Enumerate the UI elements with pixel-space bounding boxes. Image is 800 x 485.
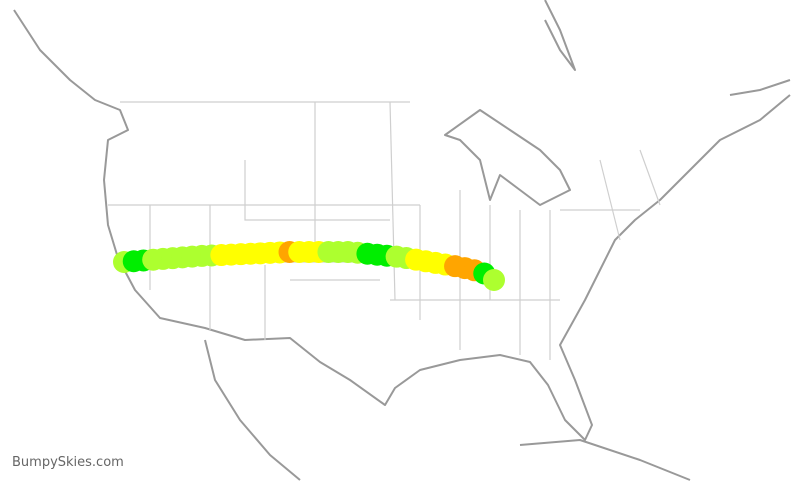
flight-route <box>113 241 505 291</box>
coastline <box>13 0 791 481</box>
brand-watermark: BumpySkies.com <box>12 455 124 470</box>
state-borders <box>108 101 661 360</box>
turbulence-marker-lightgreen[interactable] <box>483 269 505 291</box>
